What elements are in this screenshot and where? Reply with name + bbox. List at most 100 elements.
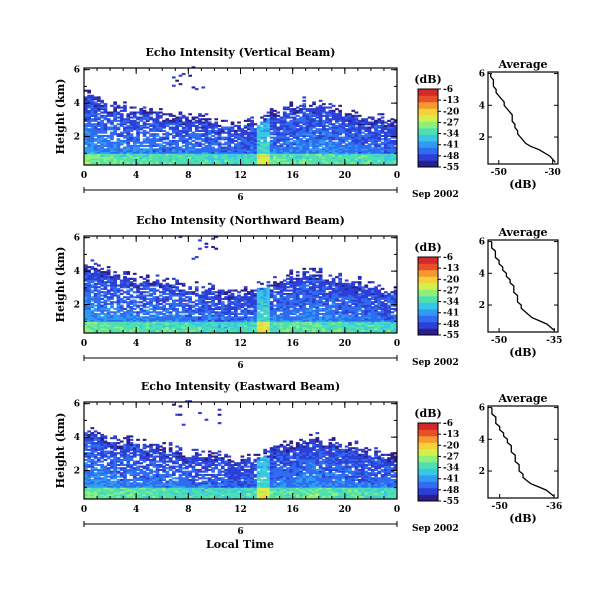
heatmap-cell bbox=[119, 134, 124, 137]
heatmap-cell bbox=[260, 314, 264, 317]
heatmap-cell bbox=[188, 323, 192, 326]
heatmap-cell bbox=[240, 139, 245, 142]
heatmap-cell bbox=[357, 153, 362, 156]
heatmap-cell bbox=[90, 126, 95, 129]
heatmap-cell bbox=[162, 324, 166, 327]
heatmap-cell bbox=[230, 128, 235, 131]
heatmap-cell bbox=[315, 312, 320, 315]
heatmap-cell bbox=[328, 306, 333, 309]
heatmap-cell bbox=[155, 121, 160, 124]
heatmap-cell bbox=[282, 321, 287, 324]
heatmap-cell bbox=[354, 160, 359, 163]
heatmap-cell bbox=[214, 138, 219, 141]
heatmap-cell bbox=[335, 116, 339, 119]
heatmap-cell bbox=[136, 129, 140, 132]
heatmap-cell bbox=[139, 292, 144, 295]
heatmap-cell bbox=[217, 324, 222, 327]
heatmap-cell bbox=[312, 279, 316, 282]
heatmap-cell bbox=[165, 146, 170, 149]
heatmap-cell bbox=[90, 134, 95, 137]
heatmap-cell bbox=[149, 294, 153, 297]
heatmap-cell bbox=[191, 149, 196, 152]
heatmap-cell bbox=[123, 316, 127, 319]
heatmap-cell bbox=[269, 307, 274, 310]
heatmap-cell bbox=[260, 317, 264, 320]
heatmap-cell bbox=[348, 121, 352, 124]
heatmap-cell bbox=[129, 309, 134, 312]
heatmap-cell bbox=[273, 286, 277, 289]
heatmap-cell bbox=[194, 149, 199, 152]
heatmap-cell bbox=[145, 319, 150, 322]
heatmap-cell bbox=[393, 134, 398, 137]
heatmap-cell bbox=[299, 323, 303, 326]
heatmap-cell bbox=[155, 123, 160, 126]
heatmap-cell bbox=[87, 98, 91, 101]
heatmap-cell bbox=[338, 312, 342, 315]
heatmap-cell bbox=[136, 316, 140, 319]
heatmap-cell bbox=[217, 156, 222, 159]
heatmap-cell bbox=[142, 133, 147, 136]
heatmap-cell bbox=[119, 156, 124, 159]
heatmap-cell bbox=[302, 284, 307, 287]
heatmap-cell bbox=[302, 331, 307, 334]
heatmap-cell bbox=[253, 319, 258, 322]
heatmap-cell bbox=[243, 144, 248, 147]
heatmap-cell bbox=[282, 324, 287, 327]
heatmap-cell bbox=[338, 292, 342, 295]
heatmap-cell bbox=[331, 328, 336, 331]
heatmap-cell bbox=[325, 312, 329, 315]
heatmap-cell bbox=[194, 323, 199, 326]
heatmap-cell bbox=[344, 134, 349, 137]
heatmap-cell bbox=[325, 156, 329, 159]
heatmap-cell bbox=[266, 143, 271, 146]
heatmap-cell bbox=[214, 236, 219, 239]
heatmap-cell bbox=[263, 141, 267, 144]
heatmap-cell bbox=[315, 311, 320, 314]
heatmap-cell bbox=[155, 319, 160, 322]
heatmap-cell bbox=[149, 129, 153, 132]
heatmap-cell bbox=[331, 136, 336, 139]
heatmap-cell bbox=[338, 328, 342, 331]
heatmap-cell bbox=[181, 302, 186, 305]
heatmap-cell bbox=[276, 149, 281, 152]
heatmap-cell bbox=[119, 124, 124, 127]
heatmap-cell bbox=[335, 129, 339, 132]
heatmap-cell bbox=[84, 304, 88, 307]
heatmap-cell bbox=[322, 324, 326, 327]
heatmap-cell bbox=[123, 329, 127, 332]
heatmap-cell bbox=[295, 291, 300, 294]
heatmap-cell bbox=[312, 312, 316, 315]
heatmap-cell bbox=[113, 133, 117, 136]
heatmap-cell bbox=[90, 153, 95, 156]
heatmap-cell bbox=[263, 317, 267, 320]
heatmap-cell bbox=[110, 160, 114, 163]
heatmap-cell bbox=[191, 326, 196, 329]
heatmap-cell bbox=[237, 134, 241, 137]
heatmap-cell bbox=[370, 158, 375, 161]
heatmap-cell bbox=[302, 123, 307, 126]
heatmap-cell bbox=[175, 133, 179, 136]
heatmap-cell bbox=[165, 161, 170, 164]
heatmap-cell bbox=[181, 73, 186, 76]
heatmap-cell bbox=[299, 331, 303, 334]
heatmap-cell bbox=[387, 131, 391, 134]
heatmap-cell bbox=[168, 144, 173, 147]
heatmap-cell bbox=[93, 155, 98, 158]
heatmap-cell bbox=[253, 161, 258, 164]
heatmap-cell bbox=[87, 316, 91, 319]
heatmap-cell bbox=[348, 124, 352, 127]
heatmap-cell bbox=[168, 133, 173, 136]
heatmap-cell bbox=[374, 131, 378, 134]
heatmap-cell bbox=[282, 286, 287, 289]
heatmap-cell bbox=[220, 297, 225, 300]
heatmap-cell bbox=[106, 319, 111, 322]
heatmap-cell bbox=[393, 119, 398, 122]
heatmap-cell bbox=[194, 138, 199, 141]
heatmap-cell bbox=[139, 323, 144, 326]
heatmap-cell bbox=[188, 161, 192, 164]
heatmap-cell bbox=[126, 312, 131, 315]
heatmap-cell bbox=[282, 114, 287, 117]
heatmap-cell bbox=[175, 158, 179, 161]
heatmap-cell bbox=[90, 286, 95, 289]
heatmap-cell bbox=[286, 306, 290, 309]
